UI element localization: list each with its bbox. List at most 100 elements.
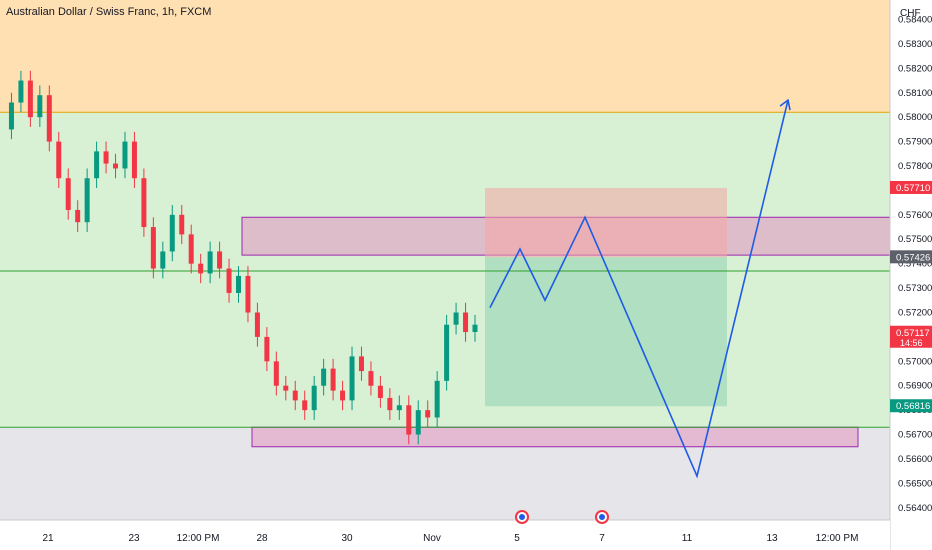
candle xyxy=(198,263,204,274)
candle xyxy=(65,178,71,210)
candle xyxy=(75,209,81,223)
y-tick-label: 0.57800 xyxy=(898,161,932,172)
y-tick-label: 0.57300 xyxy=(898,283,932,294)
y-tick-label: 0.56500 xyxy=(898,478,932,489)
y-tick-label: 0.57400 xyxy=(898,259,932,270)
candle xyxy=(150,227,156,269)
price-tag xyxy=(890,180,932,194)
price-tag xyxy=(890,399,932,413)
candle xyxy=(368,371,374,386)
candle xyxy=(434,380,440,418)
time-axis xyxy=(0,520,890,550)
candle xyxy=(283,385,289,391)
y-tick-label: 0.56900 xyxy=(898,381,932,392)
candle xyxy=(131,141,137,179)
y-tick-label: 0.56700 xyxy=(898,430,932,441)
y-tick-label: 0.58400 xyxy=(898,15,932,26)
candle xyxy=(472,324,478,333)
candle xyxy=(264,336,270,362)
candle xyxy=(8,102,14,130)
candle xyxy=(340,390,346,401)
candle xyxy=(141,178,147,228)
projection-path xyxy=(489,99,789,479)
candle xyxy=(226,268,232,293)
candle xyxy=(103,151,109,164)
candle xyxy=(406,405,412,435)
candle xyxy=(84,178,90,223)
event-marker-dot xyxy=(599,514,605,520)
candle xyxy=(207,251,213,274)
candle xyxy=(321,368,327,386)
candle xyxy=(160,251,166,269)
candle xyxy=(122,141,128,169)
zone-rect xyxy=(251,426,859,448)
y-tick-label: 0.56600 xyxy=(898,454,932,465)
x-tick-label: 30 xyxy=(341,533,353,544)
candle xyxy=(273,361,279,386)
candle xyxy=(113,163,119,169)
y-tick-label: 0.57500 xyxy=(898,234,932,245)
candle xyxy=(18,80,24,103)
candle xyxy=(94,151,100,179)
zone-supply xyxy=(0,0,890,113)
candle xyxy=(444,324,450,381)
price-tag-timer: 14:56 xyxy=(900,338,923,348)
price-axis xyxy=(890,0,932,550)
candle xyxy=(179,214,185,235)
price-tag-label: 0.57710 xyxy=(896,183,930,194)
candle xyxy=(56,141,62,179)
candle xyxy=(311,385,317,411)
y-tick-label: 0.58100 xyxy=(898,88,932,99)
chart-title: Australian Dollar / Swiss Franc, 1h, FXC… xyxy=(6,6,212,18)
y-tick-label: 0.57600 xyxy=(898,210,932,221)
x-tick-label: 12:00 PM xyxy=(177,533,220,544)
price-tag-label: 0.57426 xyxy=(896,252,930,263)
candle xyxy=(169,214,175,252)
candle xyxy=(217,251,223,269)
price-tag xyxy=(890,325,932,348)
candle xyxy=(254,312,260,337)
x-tick-label: Nov xyxy=(423,533,441,544)
candle xyxy=(349,356,355,401)
y-tick-label: 0.58300 xyxy=(898,39,932,50)
target-zone xyxy=(485,257,727,407)
x-tick-label: 11 xyxy=(682,533,693,544)
candle xyxy=(463,312,469,333)
candle xyxy=(292,390,298,401)
y-tick-label: 0.56400 xyxy=(898,503,932,514)
currency-label: CHF xyxy=(900,8,921,19)
x-tick-label: 12:00 PM xyxy=(816,533,859,544)
candle xyxy=(245,275,251,313)
event-marker-dot xyxy=(519,514,525,520)
y-tick-label: 0.58000 xyxy=(898,112,932,123)
candle xyxy=(387,397,393,411)
price-tag-label: 0.57117 xyxy=(896,328,930,339)
candle xyxy=(27,80,33,118)
candle xyxy=(415,410,421,435)
candle xyxy=(377,385,383,398)
candle xyxy=(236,275,241,293)
candle xyxy=(302,400,308,411)
candle xyxy=(396,405,402,411)
x-tick-label: 28 xyxy=(256,533,268,544)
x-tick-label: 7 xyxy=(599,533,605,544)
price-tag-label: 0.56816 xyxy=(896,401,930,412)
candle xyxy=(425,410,431,418)
y-tick-label: 0.57000 xyxy=(898,356,932,367)
candle xyxy=(37,95,43,118)
x-tick-label: 21 xyxy=(42,533,54,544)
candle xyxy=(188,234,194,264)
candle xyxy=(330,368,336,391)
candle xyxy=(453,312,459,325)
y-tick-label: 0.58200 xyxy=(898,63,932,74)
candle xyxy=(46,95,52,142)
x-tick-label: 13 xyxy=(766,533,778,544)
projection-arrowhead xyxy=(779,98,791,111)
x-tick-label: 5 xyxy=(514,533,520,544)
y-tick-label: 0.57200 xyxy=(898,307,932,318)
x-tick-label: 23 xyxy=(128,533,140,544)
candle xyxy=(358,356,364,372)
y-tick-label: 0.57900 xyxy=(898,137,932,148)
